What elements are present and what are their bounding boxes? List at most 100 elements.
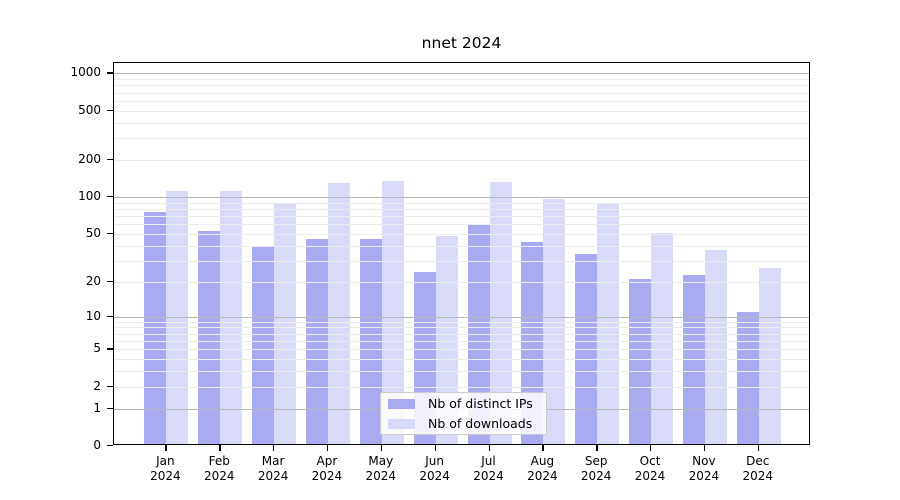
y-tick-label-10: 10 <box>85 308 101 323</box>
y-tick-mark-2 <box>107 385 113 388</box>
x-tick-label-apr: Apr 2024 <box>300 454 354 484</box>
x-tick-label-month: Aug <box>530 454 555 468</box>
gridline-50 <box>114 233 809 235</box>
bar-downloads-aug <box>543 198 566 444</box>
x-tick-label-year: 2024 <box>365 469 397 483</box>
y-tick-mark-50 <box>107 232 113 235</box>
gridline-40 <box>114 245 809 247</box>
legend-label-downloads: Nb of downloads <box>428 416 533 431</box>
x-tick-label-month: Sep <box>584 454 608 468</box>
x-tick-label-feb: Feb 2024 <box>192 454 246 484</box>
legend-swatch-downloads <box>388 418 415 429</box>
bar-downloads-sep <box>597 204 620 444</box>
y-tick-label-1: 1 <box>93 400 101 415</box>
y-tick-label-200: 200 <box>78 151 101 166</box>
y-tick-mark-1 <box>107 407 113 409</box>
gridline-800 <box>114 85 809 87</box>
bar-downloads-mar <box>274 203 297 444</box>
x-tick-label-year: 2024 <box>203 469 235 483</box>
gridline-900 <box>114 78 809 80</box>
x-tick-label-mar: Mar 2024 <box>246 454 300 484</box>
y-tick-label-50: 50 <box>85 225 101 240</box>
x-tick-mark-feb <box>219 445 221 451</box>
x-tick-mark-apr <box>326 445 329 451</box>
x-tick-label-year: 2024 <box>688 469 720 483</box>
y-tick-mark-1000 <box>107 72 113 74</box>
gridline-200 <box>114 159 809 161</box>
x-tick-mark-dec <box>757 445 760 451</box>
x-tick-mark-mar <box>273 445 275 451</box>
x-tick-label-year: 2024 <box>527 469 558 483</box>
x-tick-label-month: Jul <box>481 454 496 468</box>
gridline-20 <box>114 281 809 283</box>
gridline-5 <box>114 349 809 351</box>
x-tick-mark-jun <box>434 445 437 451</box>
x-tick-mark-jul <box>488 445 490 451</box>
y-tick-label-5: 5 <box>93 341 101 356</box>
x-tick-label-month: Mar <box>261 454 285 468</box>
gridline-3 <box>114 371 809 373</box>
legend-item-downloads: Nb of downloads <box>381 415 546 432</box>
x-tick-label-nov: Nov 2024 <box>677 454 731 484</box>
x-tick-label-sep: Sep 2024 <box>569 454 623 484</box>
bar-downloads-nov <box>704 249 727 444</box>
x-tick-label-year: 2024 <box>419 469 450 483</box>
x-tick-mark-oct <box>650 445 652 451</box>
gridline-500 <box>114 110 809 112</box>
y-tick-mark-20 <box>107 280 113 283</box>
x-tick-mark-may <box>380 445 383 451</box>
legend-item-distinct-ips: Nb of distinct IPs <box>381 395 546 412</box>
x-tick-label-year: 2024 <box>634 469 666 483</box>
x-tick-label-month: Oct <box>639 454 661 468</box>
gridline-4 <box>114 359 809 361</box>
y-tick-mark-5 <box>107 348 113 350</box>
gridline-700 <box>114 92 809 94</box>
x-tick-label-jul: Jul 2024 <box>462 454 516 484</box>
x-tick-label-month: Feb <box>208 454 230 468</box>
bar-downloads-oct <box>651 232 674 444</box>
x-tick-label-year: 2024 <box>257 469 289 483</box>
y-tick-label-2: 2 <box>93 378 101 393</box>
y-tick-mark-0 <box>107 445 113 447</box>
x-tick-mark-jan <box>165 445 167 451</box>
y-tick-label-20: 20 <box>85 273 101 288</box>
x-tick-label-month: Nov <box>692 454 716 468</box>
y-tick-label-1000: 1000 <box>70 65 101 80</box>
x-tick-label-year: 2024 <box>150 469 181 483</box>
gridline-7 <box>114 333 809 335</box>
y-tick-label-0: 0 <box>93 438 101 452</box>
x-tick-label-year: 2024 <box>742 469 774 483</box>
x-tick-mark-sep <box>596 445 598 451</box>
gridline-600 <box>114 100 809 102</box>
bar-distinct-ips-feb <box>198 230 221 444</box>
y-tick-mark-500 <box>107 109 113 112</box>
gridline-6 <box>114 341 809 343</box>
gridline-60 <box>114 224 809 226</box>
x-tick-label-may: May 2024 <box>354 454 408 484</box>
x-tick-mark-aug <box>542 445 544 451</box>
x-tick-label-month: Jan <box>156 454 175 468</box>
x-tick-label-dec: Dec 2024 <box>731 454 785 484</box>
x-tick-label-year: 2024 <box>311 469 343 483</box>
gridline-400 <box>114 122 809 124</box>
gridline-300 <box>114 138 809 140</box>
chart-title: nnet 2024 <box>421 34 502 52</box>
y-tick-label-100: 100 <box>78 189 101 204</box>
bar-distinct-ips-dec <box>736 311 759 444</box>
gridline-10 <box>114 316 809 318</box>
bar-downloads-jul <box>489 181 512 444</box>
legend-swatch-distinct-ips <box>388 398 415 409</box>
bar-downloads-apr <box>327 183 350 444</box>
bar-downloads-dec <box>758 268 781 444</box>
gridline-90 <box>114 202 809 204</box>
plot-area: Nb of distinct IPs Nb of downloads <box>113 62 810 445</box>
bar-distinct-ips-oct <box>629 279 652 444</box>
x-tick-label-year: 2024 <box>580 469 612 483</box>
x-tick-label-jun: Jun 2024 <box>408 454 462 484</box>
x-tick-label-oct: Oct 2024 <box>623 454 677 484</box>
bar-distinct-ips-sep <box>575 254 598 444</box>
y-tick-mark-200 <box>107 158 113 161</box>
gridline-9 <box>114 321 809 323</box>
gridline-80 <box>114 208 809 210</box>
